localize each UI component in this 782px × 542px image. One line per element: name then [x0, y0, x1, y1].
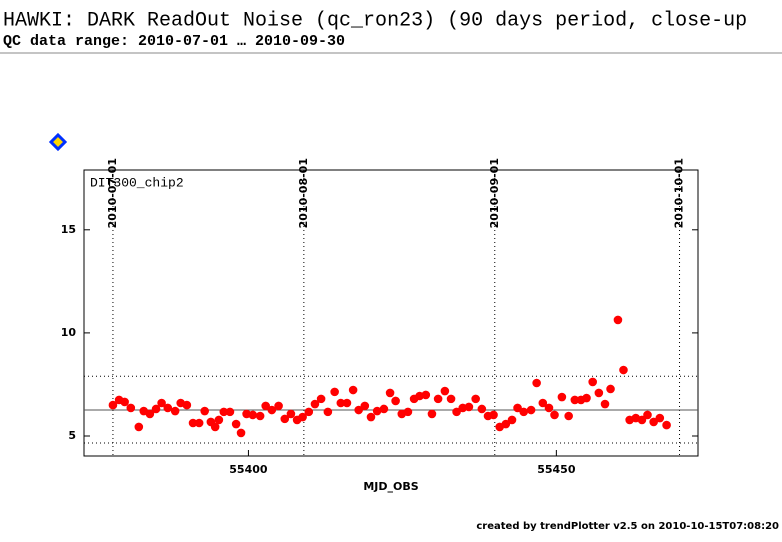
point	[538, 398, 548, 408]
point	[513, 403, 522, 413]
point	[163, 403, 173, 413]
panel-label: DIT300_chip2	[90, 175, 184, 190]
date-tick-label: 2010-07-01	[106, 158, 119, 228]
plot-frame	[83, 169, 699, 457]
point	[446, 394, 456, 404]
point	[379, 404, 389, 414]
point	[194, 418, 204, 428]
point	[403, 407, 413, 417]
point	[151, 404, 161, 414]
point	[126, 403, 136, 413]
point	[188, 418, 198, 428]
point	[564, 411, 573, 421]
point	[427, 409, 437, 419]
x-tick-label: 55450	[537, 463, 576, 476]
point	[391, 396, 400, 406]
point	[613, 315, 623, 325]
point	[342, 398, 352, 408]
point	[619, 365, 628, 375]
point	[157, 398, 166, 408]
point	[594, 388, 604, 398]
point	[550, 410, 559, 420]
date-tick-label: 2010-09-01	[488, 158, 501, 228]
point	[532, 378, 541, 388]
point	[360, 401, 370, 411]
point	[662, 420, 671, 430]
point	[643, 410, 652, 420]
point	[354, 405, 363, 415]
point	[310, 399, 320, 409]
point	[225, 407, 235, 417]
point	[323, 407, 333, 417]
point	[145, 409, 155, 419]
point	[182, 400, 192, 410]
point	[298, 412, 307, 422]
point	[210, 422, 220, 432]
point	[255, 411, 265, 421]
point	[372, 406, 382, 416]
point	[236, 428, 246, 438]
point	[385, 388, 395, 398]
point	[507, 415, 517, 425]
point	[519, 407, 529, 417]
footer: created by trendPlotter v2.5 on 2010-10-…	[476, 521, 779, 532]
point	[248, 410, 258, 420]
icon	[48, 132, 68, 152]
point	[526, 405, 536, 415]
point	[267, 405, 277, 415]
point	[477, 404, 487, 414]
y-tick-label: 5	[68, 429, 76, 442]
point	[557, 392, 567, 402]
point	[655, 413, 665, 423]
x-tick-label: 55400	[229, 463, 268, 476]
point	[471, 394, 480, 404]
point	[570, 395, 580, 405]
point	[501, 419, 511, 429]
y-tick-label: 10	[61, 326, 77, 339]
point	[348, 385, 358, 395]
point	[606, 384, 615, 394]
point	[600, 399, 610, 409]
point	[464, 402, 474, 412]
point	[366, 412, 376, 422]
point	[274, 401, 283, 411]
point	[231, 419, 241, 429]
point	[261, 401, 270, 411]
point	[440, 386, 450, 396]
point	[433, 394, 443, 404]
point	[330, 387, 339, 397]
point	[316, 394, 326, 404]
point	[108, 400, 118, 410]
point	[544, 403, 554, 413]
point	[280, 414, 290, 424]
date-tick-label: 2010-10-01	[673, 158, 686, 228]
point	[588, 377, 597, 387]
title: HAWKI: DARK ReadOut Noise (qc_ron23) (90…	[3, 9, 747, 32]
point	[286, 409, 296, 419]
point	[582, 393, 591, 403]
point	[120, 397, 129, 407]
date-tick-label: 2010-08-01	[297, 158, 310, 228]
point	[421, 390, 431, 400]
point	[304, 407, 314, 417]
y-tick-label: 15	[61, 223, 76, 236]
point	[649, 417, 658, 427]
subtitle: QC data range: 2010-07-01 … 2010-09-30	[3, 33, 345, 50]
point	[170, 406, 180, 416]
point	[637, 415, 647, 425]
point	[134, 422, 144, 432]
point	[336, 398, 346, 408]
point	[452, 407, 461, 417]
x-axis-label: MJD_OBS	[363, 480, 418, 493]
point	[219, 407, 229, 417]
point	[214, 415, 224, 425]
point	[489, 410, 498, 420]
point	[200, 406, 210, 416]
